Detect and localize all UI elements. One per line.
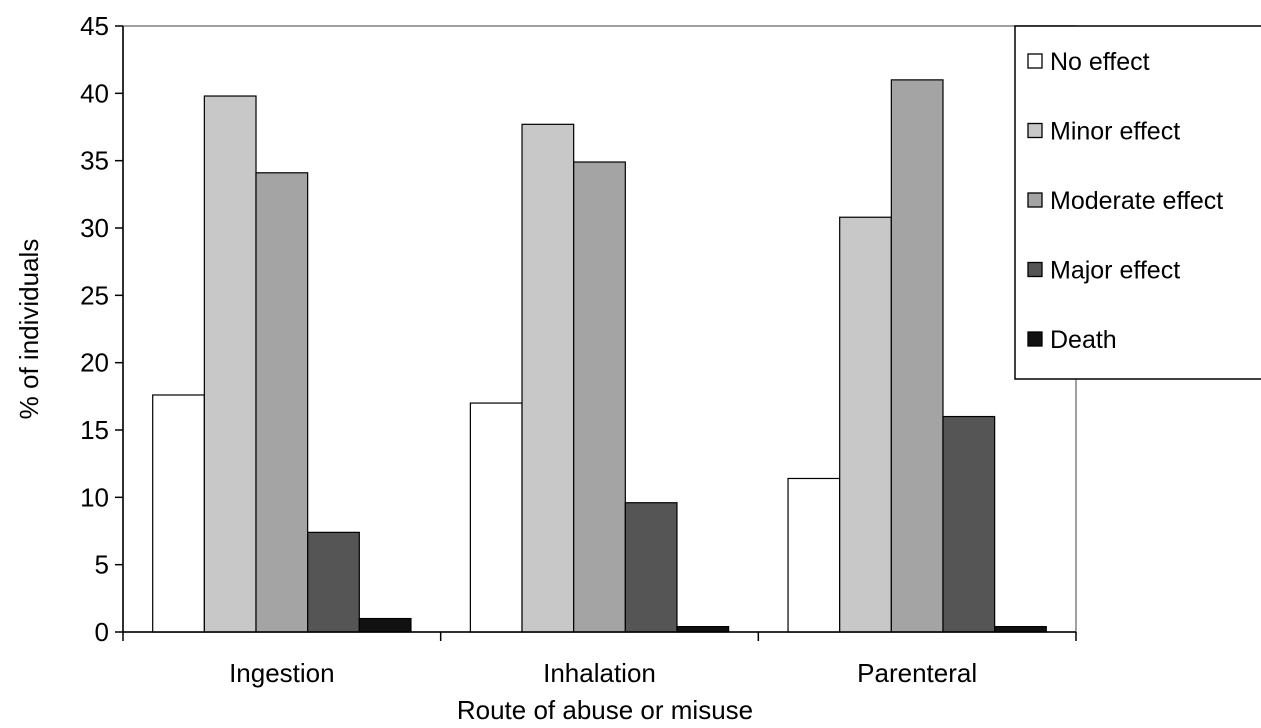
bar-ingestion-major-effect bbox=[307, 531, 360, 633]
legend-label: Major effect bbox=[1050, 257, 1180, 285]
legend-label: Death bbox=[1050, 326, 1117, 354]
bar-ingestion-no-effect bbox=[152, 394, 205, 633]
legend-label: Minor effect bbox=[1050, 118, 1180, 146]
y-tick-label: 0 bbox=[95, 617, 109, 647]
x-tick-label: Inhalation bbox=[543, 658, 656, 688]
bar-parenteral-no-effect bbox=[787, 477, 841, 633]
legend-swatch bbox=[1027, 122, 1043, 139]
bar-ingestion-minor-effect bbox=[203, 95, 257, 633]
legend-label: Moderate effect bbox=[1050, 187, 1223, 215]
x-tick-label: Parenteral bbox=[857, 658, 977, 688]
bar-inhalation-death bbox=[676, 626, 730, 633]
bar-ingestion-death bbox=[358, 617, 412, 633]
x-axis: Ingestion Inhalation Parenteral bbox=[122, 631, 1077, 688]
x-tick-label: Ingestion bbox=[229, 658, 335, 688]
bar-inhalation-minor-effect bbox=[521, 123, 575, 633]
bar-parenteral-minor-effect bbox=[839, 216, 892, 633]
legend-swatch bbox=[1027, 53, 1043, 69]
y-tick-label: 35 bbox=[80, 146, 109, 176]
x-axis-title: Route of abuse or misuse bbox=[457, 695, 753, 725]
y-tick-label: 45 bbox=[80, 11, 109, 41]
bar-ingestion-moderate-effect bbox=[255, 172, 309, 633]
y-tick-label: 10 bbox=[80, 482, 109, 512]
legend-swatch bbox=[1027, 192, 1043, 208]
y-axis: 0 5 10 15 20 25 30 35 40 45 bbox=[80, 11, 124, 647]
bars-group bbox=[152, 79, 1047, 633]
y-tick-label: 40 bbox=[80, 78, 109, 108]
bar-inhalation-major-effect bbox=[624, 502, 678, 633]
bar-inhalation-no-effect bbox=[469, 402, 523, 633]
legend-label: No effect bbox=[1050, 48, 1150, 76]
legend-swatch bbox=[1027, 261, 1043, 278]
bar-parenteral-major-effect bbox=[942, 415, 996, 633]
bar-inhalation-moderate-effect bbox=[573, 161, 626, 633]
y-tick-label: 30 bbox=[80, 213, 109, 243]
legend: No effect Minor effect Moderate effect Majo… bbox=[1014, 25, 1261, 380]
legend-box bbox=[1014, 25, 1261, 380]
bar-parenteral-moderate-effect bbox=[890, 79, 944, 633]
y-tick-label: 15 bbox=[80, 415, 109, 445]
y-tick-label: 5 bbox=[95, 550, 109, 580]
y-axis-title: % of individuals bbox=[14, 239, 44, 420]
y-tick-label: 25 bbox=[80, 280, 109, 310]
legend-swatch bbox=[1027, 331, 1043, 347]
y-tick-label: 20 bbox=[80, 348, 109, 378]
bar-parenteral-death bbox=[994, 626, 1047, 633]
